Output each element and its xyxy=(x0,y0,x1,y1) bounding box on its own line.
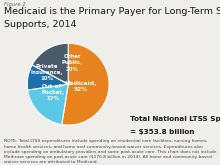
Text: NOTE: Total LTSS expenditures include spending on residential care facilities, n: NOTE: Total LTSS expenditures include sp… xyxy=(4,139,217,165)
Wedge shape xyxy=(28,84,68,125)
Wedge shape xyxy=(32,43,68,84)
Text: Private
Insurance,
10%: Private Insurance, 10% xyxy=(31,64,63,81)
Wedge shape xyxy=(62,43,109,125)
Wedge shape xyxy=(27,65,68,90)
Text: Supports, 2014: Supports, 2014 xyxy=(4,20,77,29)
Text: Medicaid,
52%: Medicaid, 52% xyxy=(64,81,97,92)
Text: = $353.8 billion: = $353.8 billion xyxy=(130,129,194,135)
Text: Figure 2: Figure 2 xyxy=(4,2,26,7)
Text: Out-of-
Pocket,
17%: Out-of- Pocket, 17% xyxy=(41,84,64,101)
Text: Total National LTSS Spending in 2014: Total National LTSS Spending in 2014 xyxy=(130,115,220,121)
Text: Other
Public,
20%: Other Public, 20% xyxy=(62,54,83,72)
Text: Medicaid is the Primary Payer for Long-Term Services and: Medicaid is the Primary Payer for Long-T… xyxy=(4,7,220,16)
